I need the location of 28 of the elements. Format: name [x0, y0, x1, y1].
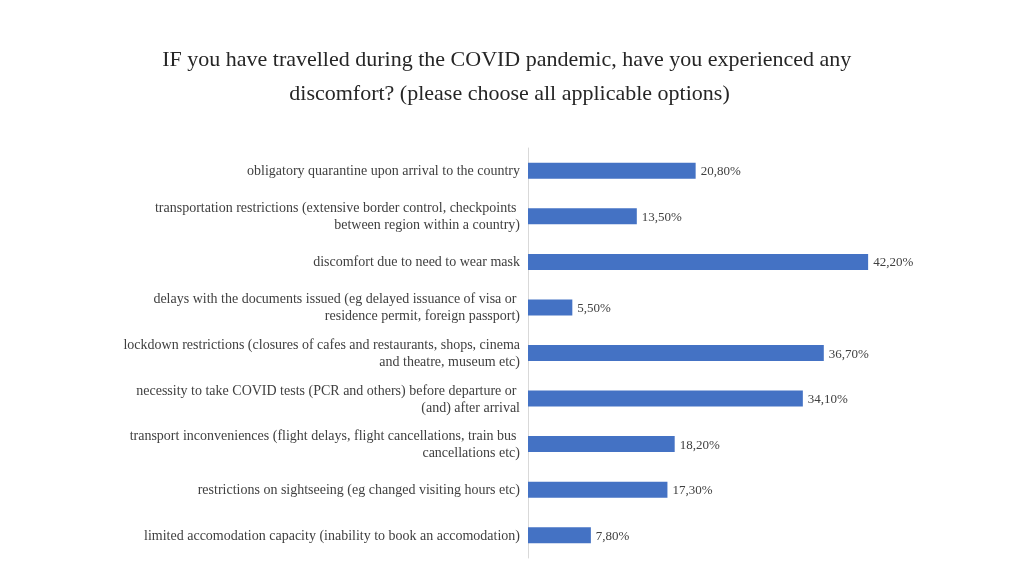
data-label: 34,10% — [807, 391, 849, 407]
bar — [528, 208, 637, 225]
bar — [528, 527, 591, 544]
data-label: 5,50% — [577, 299, 612, 315]
bar — [528, 390, 803, 407]
data-label: 17,30% — [672, 482, 713, 498]
y-tick-label: discomfort due to need to wear mask — [313, 254, 520, 270]
data-label: 7,80% — [595, 527, 630, 543]
y-tick-label: limited accomodation capacity (inability to book an accomodation) — [144, 527, 521, 544]
data-label: 18,20% — [679, 436, 720, 452]
bar — [528, 299, 573, 316]
y-tick-label: necessity to take COVID tests (PCR and others) before departure or (and) after arrival — [136, 382, 521, 416]
y-tick-label: transport inconveniences (flight delays, flight cancellations, train bus cancellations etc) — [129, 428, 521, 462]
chart-title: IF you have travelled during the COVID pandemic, have you experienced any discomfort? (please choose all applicable options) — [162, 45, 857, 105]
bar — [528, 436, 675, 453]
data-label: 13,50% — [641, 208, 683, 224]
y-tick-label: restrictions on sightseeing (eg changed visiting hours etc) — [197, 482, 521, 499]
y-tick-label: delays with the documents issued (eg delayed issuance of visa or residence permit, foreign passport) — [153, 291, 521, 325]
y-tick-label: transportation restrictions (extensive border control, checkpoints between region within a country) — [154, 200, 521, 234]
data-label: 42,20% — [873, 254, 914, 270]
y-tick-label: lockdown restrictions (closures of cafes and restaurants, shops, cinema and theatre, museum etc) — [123, 337, 521, 370]
y-tick-label: obligatory quarantine upon arrival to the country — [247, 163, 520, 179]
bar — [528, 162, 696, 179]
data-label: 20,80% — [700, 163, 741, 179]
data-label: 36,70% — [828, 345, 870, 361]
bar — [528, 345, 824, 361]
bar — [528, 481, 668, 498]
bar — [528, 253, 869, 270]
